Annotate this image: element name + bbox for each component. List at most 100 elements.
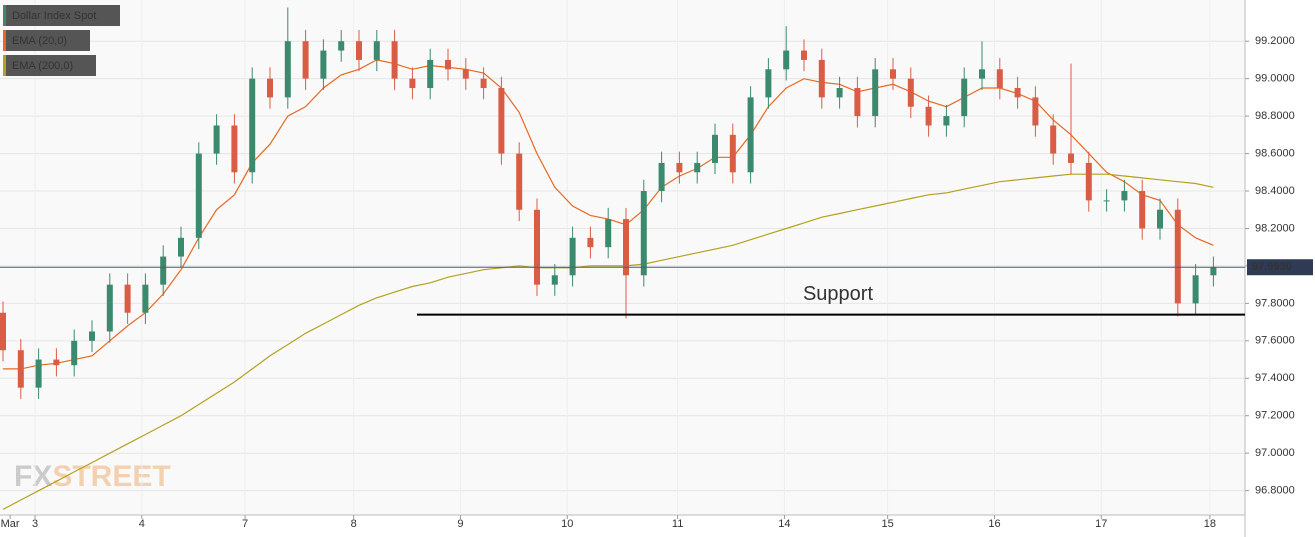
candle-body <box>1157 209 1163 229</box>
candle-body <box>160 256 167 285</box>
candle-body <box>284 41 291 98</box>
y-tick-label: 97.8000 <box>1255 297 1295 309</box>
candle-body <box>409 78 416 89</box>
x-tick-label: 18 <box>1204 518 1216 530</box>
candle-body <box>551 275 558 285</box>
candle-body <box>1085 162 1092 201</box>
candle-body <box>53 359 60 366</box>
y-tick-label: 98.4000 <box>1255 185 1295 197</box>
y-tick-label: 97.0000 <box>1255 447 1295 459</box>
legend-swatch <box>3 5 6 26</box>
candle-body <box>623 219 629 276</box>
candle-body <box>979 69 985 79</box>
y-tick-label: 98.6000 <box>1255 147 1295 159</box>
legend-label: EMA (20,0) <box>12 35 67 47</box>
candle-body <box>17 350 24 388</box>
y-tick-label: 99.0000 <box>1255 73 1295 85</box>
x-tick-label: 16 <box>988 518 1000 530</box>
candle-body <box>35 359 42 388</box>
last-price-label: 97.9930 <box>1252 261 1292 273</box>
x-tick-label: 11 <box>672 518 683 530</box>
x-tick-label: 14 <box>778 518 790 530</box>
candle-body <box>1121 191 1128 201</box>
legend-label: Dollar Index Spot <box>12 10 96 22</box>
candle-body <box>106 284 113 332</box>
candle-body <box>943 116 950 126</box>
legend-swatch <box>3 30 6 51</box>
candle-body <box>676 162 683 173</box>
candle-body <box>1014 88 1021 98</box>
candle-body <box>320 50 327 79</box>
candle-body <box>996 69 1003 89</box>
legend-swatch <box>3 55 6 76</box>
y-tick-label: 96.8000 <box>1255 485 1295 497</box>
legend-box <box>3 30 90 51</box>
x-tick-label: 4 <box>139 518 145 530</box>
candle-body <box>427 59 434 89</box>
y-tick-label: 97.2000 <box>1255 410 1295 422</box>
candle-body <box>249 78 256 173</box>
candle-body <box>1192 275 1199 304</box>
candle-body <box>356 41 362 60</box>
candle-body <box>729 134 736 173</box>
candle-body <box>569 237 576 276</box>
candle-body <box>658 162 665 192</box>
y-tick-label: 97.6000 <box>1255 335 1295 347</box>
candle-body <box>0 312 6 351</box>
candle-body <box>783 50 790 70</box>
candle-body <box>462 69 469 79</box>
legend-box <box>3 5 120 26</box>
candle-body <box>907 78 914 107</box>
candle-body <box>801 50 807 60</box>
legend-label: EMA (200,0) <box>12 60 73 72</box>
candle-body <box>1068 153 1074 163</box>
candle-body <box>1103 200 1110 202</box>
candle-body <box>373 41 380 60</box>
y-tick-label: 99.2000 <box>1255 35 1295 47</box>
candle-body <box>231 125 238 173</box>
candle-body <box>872 69 879 117</box>
watermark-part: STREET <box>52 460 170 493</box>
candle-body <box>587 237 594 248</box>
candle-body <box>712 134 718 163</box>
candle-body <box>1139 191 1146 229</box>
candle-body <box>516 153 523 210</box>
candle-body <box>213 125 220 154</box>
x-tick-label: 10 <box>561 518 573 530</box>
candle-body <box>498 88 505 154</box>
y-tick-label: 98.8000 <box>1255 110 1295 122</box>
candle-body <box>694 162 701 173</box>
x-tick-label: Mar <box>1 518 20 530</box>
candle-body <box>854 88 861 117</box>
support-label: Support <box>803 283 873 305</box>
candle-body <box>267 78 273 98</box>
candle-body <box>178 237 184 257</box>
x-tick-label: 8 <box>351 518 357 530</box>
candle-body <box>890 69 896 79</box>
x-tick-label: 17 <box>1095 518 1107 530</box>
candle-body <box>1210 267 1217 276</box>
candle-body <box>391 41 398 79</box>
candle-body <box>925 106 932 126</box>
candle-body <box>195 153 202 238</box>
candle-body <box>747 97 754 173</box>
candle-body <box>1050 125 1057 154</box>
candle-body <box>534 209 540 285</box>
candle-body <box>836 88 843 98</box>
candle-body <box>124 284 131 313</box>
candle-body <box>765 69 772 98</box>
candle-body <box>640 191 647 276</box>
candle-body <box>1174 209 1181 304</box>
x-tick-label: 15 <box>882 518 894 530</box>
legend-box <box>3 55 96 76</box>
candle-body <box>1032 97 1039 126</box>
candle-body <box>142 284 149 313</box>
x-tick-label: 9 <box>457 518 463 530</box>
candle-body <box>302 41 309 79</box>
ema-line <box>2 173 1214 510</box>
watermark: FXSTREET <box>14 460 171 493</box>
candle-body <box>961 78 968 117</box>
y-tick-label: 97.4000 <box>1255 372 1295 384</box>
candle-body <box>818 59 825 98</box>
